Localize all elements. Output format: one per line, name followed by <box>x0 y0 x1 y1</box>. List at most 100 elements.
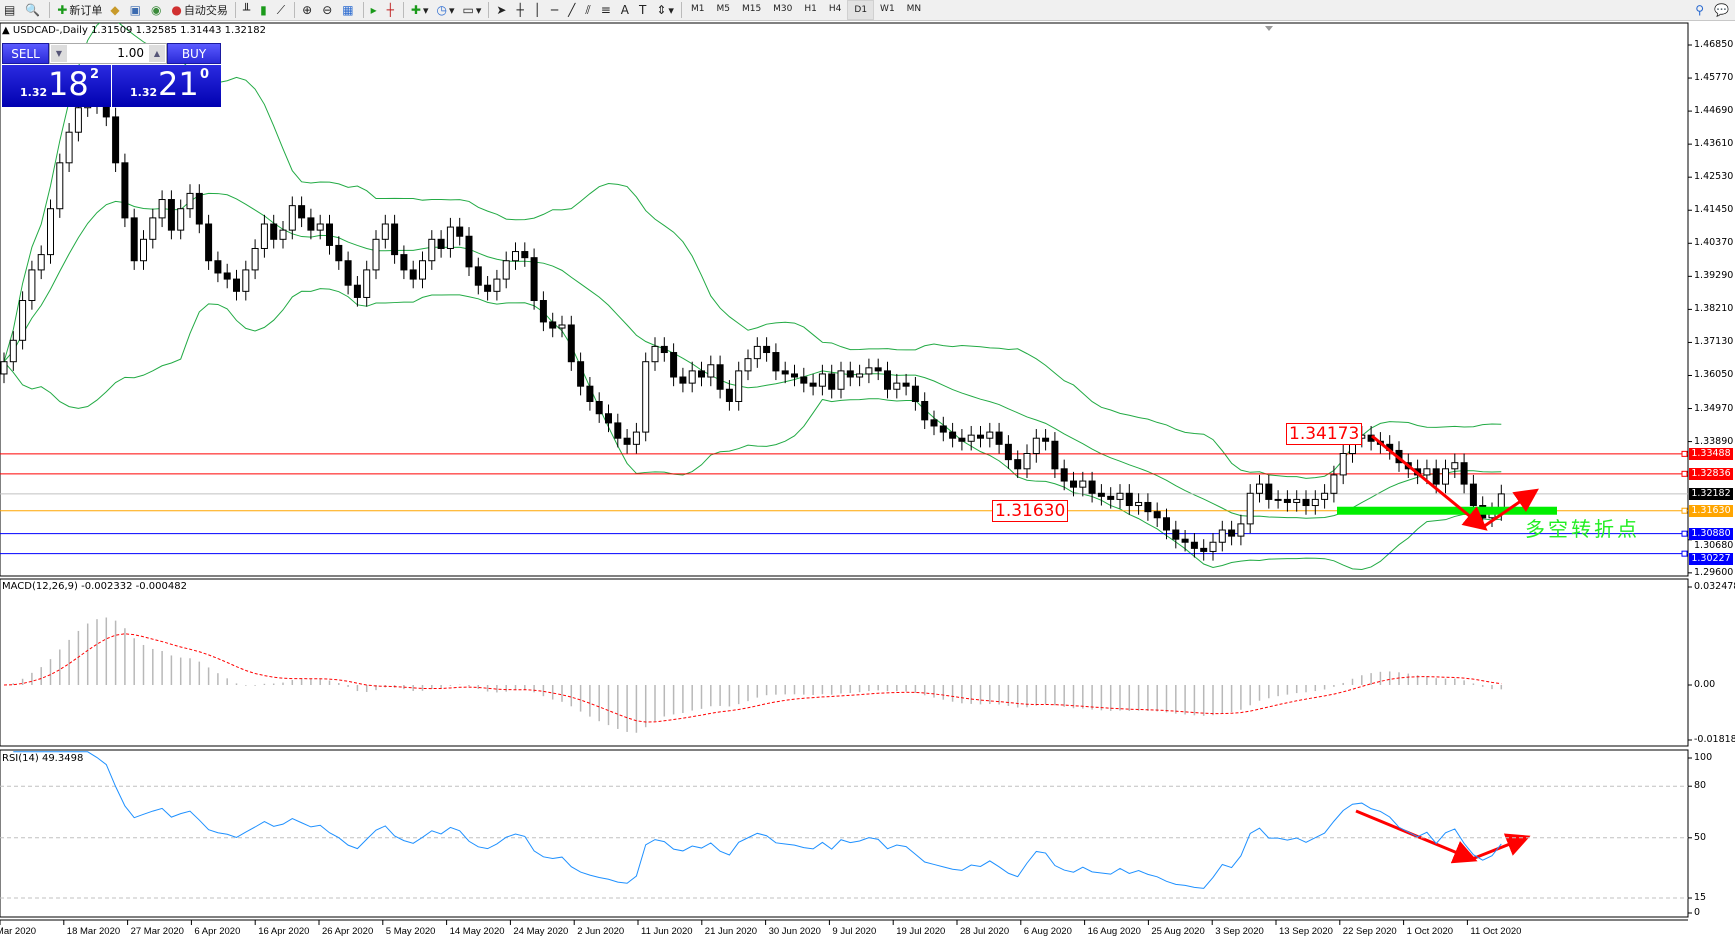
bear-candle <box>781 370 789 375</box>
tile-windows-button[interactable]: ▦ <box>338 1 359 19</box>
bull-candle <box>1293 498 1301 503</box>
bear-candle <box>530 257 538 302</box>
separator <box>294 2 296 18</box>
ohlc-values: 1.31509 1.32585 1.31443 1.32182 <box>91 25 267 36</box>
bull-candle <box>856 373 864 378</box>
equidistant-channel-icon: ⫽ <box>585 2 591 17</box>
period-m5[interactable]: M5 <box>716 4 730 14</box>
search-button[interactable]: ⚲ <box>1691 1 1710 19</box>
price-axis-label: 1.36050 <box>1694 369 1734 381</box>
bollinger-middle <box>3 192 1502 519</box>
bear-candle <box>586 385 594 402</box>
candlestick-button[interactable]: ▮ <box>256 1 273 19</box>
lot-increase-icon[interactable]: ▲ <box>149 45 165 62</box>
bull-candle <box>986 431 994 439</box>
templates-button[interactable]: ▭ ▾ <box>462 3 482 17</box>
period-m30[interactable]: M30 <box>773 4 793 14</box>
pivot-text[interactable]: 多空转折点 <box>1525 517 1640 541</box>
period-m15[interactable]: M15 <box>741 4 762 14</box>
history-button[interactable]: ▣ <box>126 1 147 19</box>
bull-candle <box>1274 498 1282 501</box>
bear-candle <box>353 284 361 298</box>
bull-candle <box>177 208 185 231</box>
channel-tool[interactable]: ⫽ <box>581 1 596 19</box>
text-label-icon: T <box>639 3 647 17</box>
rsi-axis-label: 80 <box>1694 780 1707 792</box>
sell-button[interactable]: SELL <box>2 43 49 64</box>
bear-candle <box>205 223 213 262</box>
bear-candle <box>474 266 482 286</box>
period-h1[interactable]: H1 <box>804 4 817 14</box>
chart-shift-button[interactable]: ┼ <box>383 1 400 19</box>
period-h4[interactable]: H4 <box>828 4 842 14</box>
price-chart[interactable] <box>0 22 1735 943</box>
level-price-label[interactable]: 1.31630 <box>992 500 1069 522</box>
period-d1[interactable]: D1 <box>847 0 875 20</box>
bear-candle <box>791 373 798 378</box>
line-chart-button[interactable]: ⟋ <box>273 1 291 19</box>
chart-header: ▲ USDCAD-,Daily 1.31509 1.32585 1.31443 … <box>2 25 266 36</box>
arrows-tool[interactable]: ⇕ ▾ <box>656 3 674 17</box>
line-handle-icon <box>1681 450 1688 457</box>
zoom-out-button[interactable]: ⊖ <box>318 1 338 19</box>
chart-list-button[interactable]: ▤ <box>0 1 21 19</box>
bollinger-lower <box>3 288 1502 571</box>
buy-price[interactable]: 1.32 21 0 <box>112 65 221 107</box>
bull-candle <box>1218 529 1226 543</box>
line-handle-icon <box>1681 507 1688 514</box>
fibonacci-icon: ≡ <box>600 3 611 17</box>
crosshair-tool[interactable]: ┼ <box>512 1 529 19</box>
autoscroll-button[interactable]: ▸ <box>367 1 383 19</box>
horizontal-line-tool[interactable]: ─ <box>547 1 564 19</box>
macd-pane-border <box>0 578 1689 747</box>
bear-candle <box>763 345 771 354</box>
bull-candle <box>381 223 389 240</box>
bear-candle <box>1190 541 1198 549</box>
chat-icon: 💬 <box>1714 3 1729 17</box>
cursor-tool[interactable]: ➤ <box>492 1 512 19</box>
rsi-pane-border <box>0 749 1689 918</box>
bull-candle <box>818 373 826 387</box>
fibonacci-tool[interactable]: ≡ <box>597 1 617 19</box>
community-button[interactable]: 💬 <box>1710 1 1735 19</box>
bear-candle <box>958 437 966 442</box>
bull-candle <box>1209 541 1217 552</box>
period-mn[interactable]: MN <box>906 4 922 14</box>
bar-chart-icon: ╨ <box>242 3 251 17</box>
text-tool[interactable]: A <box>617 1 635 19</box>
bear-candle <box>1181 538 1189 543</box>
lot-decrease-icon[interactable]: ▼ <box>51 45 67 62</box>
period-w1[interactable]: W1 <box>880 4 895 14</box>
lot-size-input[interactable]: ▼ 1.00 ▲ <box>49 43 167 64</box>
periods-button[interactable]: ◷ ▾ <box>436 3 455 17</box>
collapse-triangle-icon[interactable]: ▲ <box>2 25 10 36</box>
signal-icon: ◉ <box>150 3 162 17</box>
trendline-tool[interactable]: ╱ <box>564 1 581 19</box>
bar-chart-button[interactable]: ╨ <box>239 1 256 19</box>
zoom-in-button[interactable]: ⊕ <box>298 1 318 19</box>
bull-candle <box>1032 437 1040 455</box>
indicators-button[interactable]: ✚ ▾ <box>410 3 429 17</box>
bear-candle <box>679 376 687 384</box>
auto-trading-button[interactable]: ● 自动交易 <box>167 1 231 19</box>
red-arrow <box>1371 434 1488 531</box>
buy-button[interactable]: BUY <box>167 43 221 64</box>
bull-candle <box>9 339 17 363</box>
sell-price[interactable]: 1.32 18 2 <box>2 65 111 107</box>
high-price-label[interactable]: 1.34173 <box>1286 423 1363 445</box>
label-tool[interactable]: T <box>635 1 652 19</box>
bull-candle <box>47 208 54 256</box>
symbol-timeframe: USDCAD-,Daily <box>12 25 88 36</box>
new-order-button[interactable]: ✚ 新订单 <box>53 1 106 19</box>
bear-candle <box>539 300 547 323</box>
zoom-window-button[interactable]: 🔍 <box>21 1 46 19</box>
period-m1[interactable]: M1 <box>690 4 705 14</box>
buy-price-fraction: 0 <box>200 67 210 82</box>
bull-candle <box>242 269 250 292</box>
rsi-line <box>13 751 1502 889</box>
vertical-line-tool[interactable]: │ <box>530 1 547 19</box>
signals-button[interactable]: ◉ <box>147 1 167 19</box>
bear-candle <box>930 419 938 427</box>
metaeditor-button[interactable]: ◆ <box>106 1 125 19</box>
bear-candle <box>716 364 724 390</box>
